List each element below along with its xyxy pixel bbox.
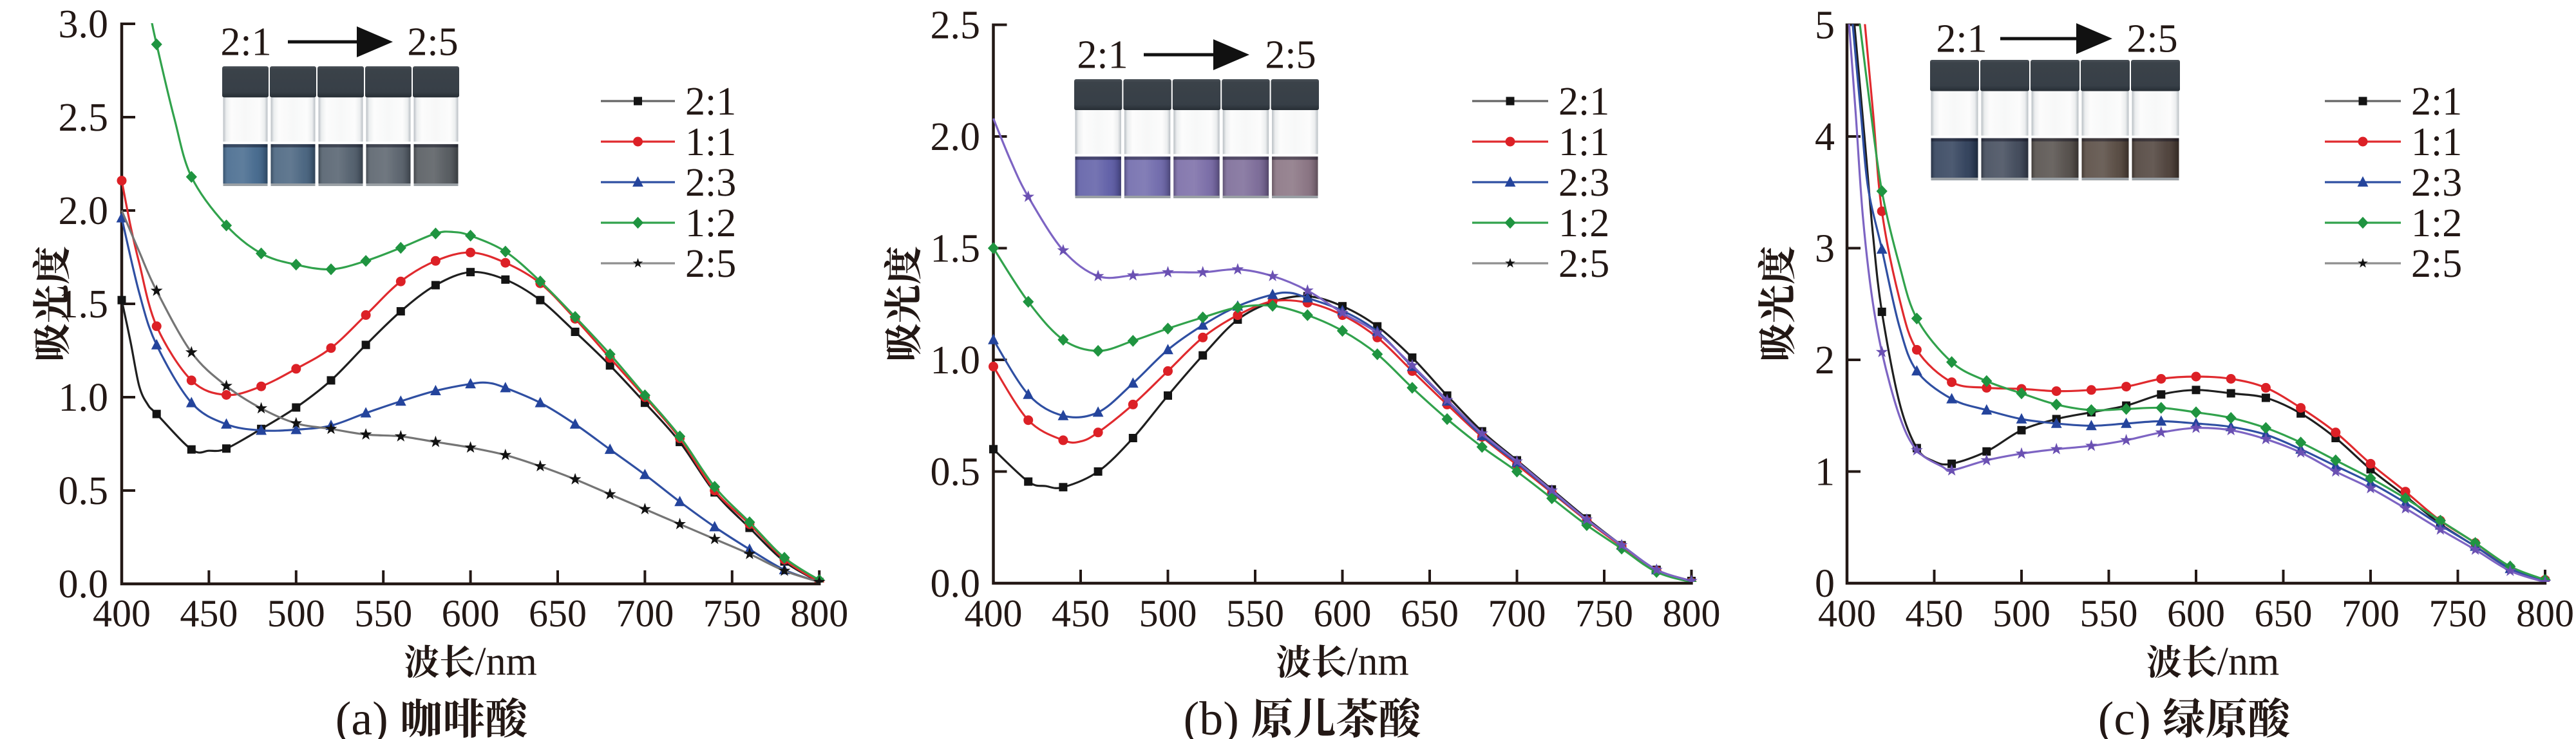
svg-text:550: 550 [354,592,412,635]
svg-text:2:3: 2:3 [2411,161,2462,205]
svg-text:450: 450 [1906,592,1964,635]
svg-text:1:2: 1:2 [685,201,736,245]
svg-text:3.0: 3.0 [59,3,109,46]
svg-text:(c): (c) [2098,693,2151,739]
svg-text:550: 550 [1226,592,1284,635]
svg-text:0.0: 0.0 [59,563,109,606]
svg-text:0.5: 0.5 [59,469,109,513]
svg-text:750: 750 [1575,592,1633,635]
svg-text:2.5: 2.5 [931,4,981,48]
svg-text:2:1: 2:1 [1558,80,1609,124]
svg-text:500: 500 [267,592,325,635]
svg-text:650: 650 [529,592,587,635]
svg-text:650: 650 [1401,592,1459,635]
svg-text:1.5: 1.5 [931,227,981,271]
svg-text:1:2: 1:2 [2411,201,2462,245]
svg-text:2:5: 2:5 [2411,242,2462,286]
svg-text:/nm: /nm [475,640,536,684]
svg-text:1.0: 1.0 [59,376,109,420]
svg-text:5: 5 [1815,4,1835,48]
svg-text:500: 500 [1139,592,1197,635]
svg-text:800: 800 [2516,592,2574,635]
svg-text:600: 600 [2167,592,2225,635]
svg-text:450: 450 [1052,592,1110,635]
svg-text:0.0: 0.0 [931,562,981,606]
svg-text:0: 0 [1815,562,1835,606]
svg-text:2.0: 2.0 [931,115,981,159]
svg-text:2:1: 2:1 [1077,33,1128,77]
svg-text:400: 400 [965,592,1023,635]
svg-text:400: 400 [93,592,151,635]
svg-text:550: 550 [2080,592,2138,635]
svg-text:2:1: 2:1 [2411,80,2462,124]
svg-text:2:5: 2:5 [1265,33,1316,77]
svg-text:(b): (b) [1184,693,1239,739]
svg-text:/nm: /nm [2217,640,2279,684]
svg-text:2:3: 2:3 [1558,161,1609,205]
svg-text:1:1: 1:1 [685,120,736,164]
svg-text:700: 700 [1488,592,1546,635]
svg-text:750: 750 [2429,592,2487,635]
svg-text:3: 3 [1815,227,1835,271]
svg-text:1:1: 1:1 [2411,120,2462,164]
svg-text:600: 600 [442,592,500,635]
svg-text:2:5: 2:5 [407,21,458,64]
svg-text:2:5: 2:5 [685,242,736,286]
svg-text:0.5: 0.5 [931,451,981,494]
svg-text:800: 800 [1663,592,1721,635]
svg-text:1: 1 [1815,451,1835,494]
svg-text:2: 2 [1815,339,1835,382]
svg-text:1:1: 1:1 [1558,120,1609,164]
svg-text:500: 500 [1993,592,2050,635]
svg-text:2:5: 2:5 [1558,242,1609,286]
svg-text:600: 600 [1314,592,1372,635]
svg-text:1:2: 1:2 [1558,201,1609,245]
svg-text:2:1: 2:1 [220,21,271,64]
svg-text:2:5: 2:5 [2126,17,2177,61]
svg-text:2.5: 2.5 [59,96,109,140]
svg-text:2:1: 2:1 [1936,17,1987,61]
svg-text:450: 450 [180,592,238,635]
svg-text:700: 700 [616,592,674,635]
svg-text:700: 700 [2342,592,2400,635]
svg-text:2:1: 2:1 [685,80,736,124]
svg-text:400: 400 [1818,592,1876,635]
svg-text:650: 650 [2255,592,2313,635]
svg-text:800: 800 [790,592,848,635]
svg-text:2.0: 2.0 [59,189,109,233]
svg-text:4: 4 [1815,115,1835,159]
svg-text:/nm: /nm [1347,640,1408,684]
svg-text:750: 750 [703,592,761,635]
svg-text:1.0: 1.0 [931,339,981,382]
svg-text:(a): (a) [336,693,388,739]
svg-text:2:3: 2:3 [685,161,736,205]
